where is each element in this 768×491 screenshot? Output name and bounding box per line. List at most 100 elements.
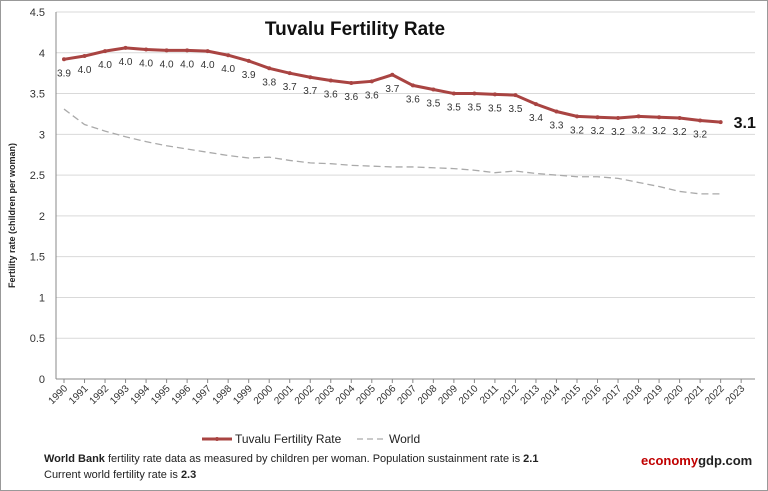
x-tick-label: 1992: [88, 383, 112, 407]
tuvalu-point: [718, 120, 723, 125]
data-label: 3.4: [529, 113, 543, 124]
tuvalu-point: [123, 45, 128, 50]
brand-part-2: gdp.com: [698, 453, 753, 468]
data-label: 3.9: [242, 70, 256, 81]
x-tick-label: 2012: [498, 383, 522, 407]
tuvalu-point: [103, 49, 108, 54]
x-tick-label: 2010: [457, 383, 481, 407]
x-tick-label: 2005: [354, 383, 378, 407]
x-tick-label: 2008: [416, 383, 440, 407]
y-axis-title: Fertility rate (children per woman): [7, 143, 17, 288]
source-note: World Bank fertility rate data as measur…: [44, 453, 538, 465]
y-tick-label: 3.5: [30, 89, 45, 101]
tuvalu-point: [390, 72, 395, 77]
data-label: 3.6: [365, 90, 379, 101]
tuvalu-point: [451, 91, 456, 96]
data-label: 3.2: [673, 127, 687, 138]
data-label: 3.2: [652, 126, 666, 137]
x-tick-label: 2015: [560, 383, 584, 407]
tuvalu-point: [657, 115, 662, 120]
data-label: 3.3: [550, 120, 564, 131]
data-label: 4.0: [221, 64, 235, 75]
data-label: 4.0: [98, 60, 112, 71]
world-rate: 2.3: [180, 469, 197, 481]
data-label: 3.5: [467, 103, 481, 114]
brand-part-1: economy: [641, 453, 699, 468]
legend-tuvalu-marker: [215, 437, 219, 441]
data-label: 3.7: [303, 86, 317, 97]
data-label: 3.5: [488, 103, 502, 114]
tuvalu-point: [677, 116, 682, 121]
data-label: 3.5: [426, 98, 440, 109]
data-label: 3.2: [693, 129, 707, 140]
y-tick-label: 2: [39, 211, 45, 223]
x-tick-label: 2021: [683, 383, 707, 407]
tuvalu-point: [533, 102, 538, 107]
data-label: 4.0: [139, 59, 153, 70]
tuvalu-point: [698, 118, 703, 123]
tuvalu-point: [287, 71, 292, 76]
x-tick-label: 2017: [601, 383, 625, 407]
x-tick-label: 2014: [539, 383, 563, 407]
y-tick-label: 2.5: [30, 170, 45, 182]
x-tick-label: 2020: [662, 383, 686, 407]
tuvalu-point: [267, 66, 272, 71]
sustain-rate: 2.1: [523, 453, 539, 465]
tuvalu-point: [410, 83, 415, 88]
tuvalu-point: [472, 91, 477, 96]
x-tick-label: 2006: [375, 383, 399, 407]
data-label: 3.9: [57, 68, 71, 79]
world-line: [63, 108, 721, 195]
y-tick-label: 4.5: [30, 7, 45, 19]
x-tick-label: 1997: [190, 383, 214, 407]
x-tick-label: 1996: [170, 383, 194, 407]
data-label: 3.5: [508, 104, 522, 115]
legend-world-label: World: [389, 432, 420, 446]
data-label: 4.0: [180, 59, 194, 70]
data-label: 3.2: [591, 126, 605, 137]
x-tick-label: 2023: [724, 383, 748, 407]
tuvalu-point: [164, 48, 169, 53]
data-label: 3.7: [385, 84, 399, 95]
x-tick-label: 1991: [67, 383, 91, 407]
y-tick-label: 0: [39, 374, 45, 386]
x-tick-label: 1999: [231, 383, 255, 407]
data-label: 3.7: [283, 82, 297, 93]
y-tick-label: 1.5: [30, 252, 45, 264]
x-tick-label: 1998: [211, 383, 235, 407]
chart-title: Tuvalu Fertility Rate: [265, 19, 445, 40]
world-text: Current world fertility rate is: [44, 469, 181, 481]
x-tick-label: 1994: [129, 383, 153, 407]
brand-logo[interactable]: economygdp.com: [641, 453, 752, 468]
tuvalu-point: [185, 48, 190, 53]
y-tick-label: 4: [39, 48, 45, 60]
x-tick-label: 2013: [519, 383, 543, 407]
tuvalu-point: [62, 57, 66, 62]
x-tick-label: 2000: [252, 383, 276, 407]
data-label: 4.0: [119, 57, 133, 68]
tuvalu-point: [431, 87, 436, 92]
tuvalu-point: [369, 79, 374, 84]
tuvalu-point: [308, 75, 313, 80]
x-tick-label: 2019: [642, 383, 666, 407]
tuvalu-point: [513, 93, 518, 98]
tuvalu-point: [636, 114, 641, 119]
data-label: 4.0: [160, 59, 174, 70]
tuvalu-point: [554, 109, 559, 114]
x-tick-label: 1993: [108, 383, 132, 407]
data-label: 3.6: [406, 94, 420, 105]
tuvalu-point: [349, 80, 354, 85]
x-tick-label: 2007: [395, 383, 419, 407]
tuvalu-point: [205, 49, 210, 54]
source-name: World Bank: [44, 453, 105, 465]
x-tick-label: 1990: [47, 383, 71, 407]
world-note: Current world fertility rate is 2.3: [44, 469, 196, 481]
x-tick-label: 2022: [703, 383, 727, 407]
y-tick-label: 0.5: [30, 333, 45, 345]
x-tick-label: 2018: [621, 383, 645, 407]
tuvalu-point: [492, 92, 497, 97]
data-label: 4.0: [201, 60, 215, 71]
x-tick-label: 2001: [272, 383, 296, 407]
